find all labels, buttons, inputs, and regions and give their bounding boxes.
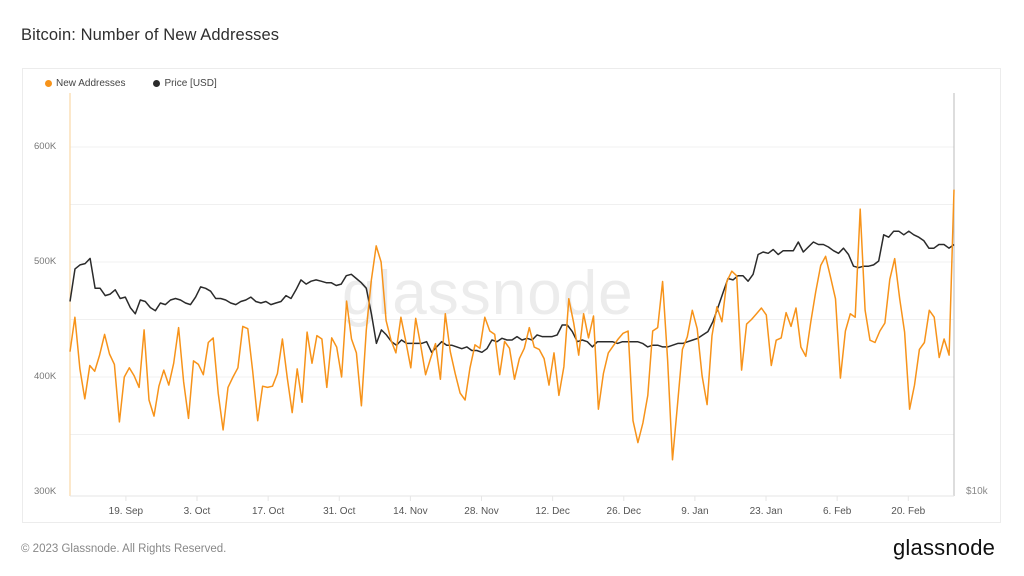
- y-tick-label: 500K: [34, 256, 57, 267]
- black-dot-icon: [153, 80, 161, 87]
- x-tick-label: 6. Feb: [822, 506, 852, 517]
- x-tick-label: 17. Oct: [252, 506, 285, 517]
- chart-legend: New Addresses Price [USD]: [45, 78, 217, 89]
- orange-dot-icon: [45, 80, 52, 87]
- right-axis-tick: $10k: [966, 486, 988, 497]
- glassnode-logo: glassnode: [893, 535, 996, 560]
- x-tick-label: 19. Sep: [108, 506, 144, 517]
- x-tick-label: 20. Feb: [891, 506, 926, 517]
- x-tick-label: 14. Nov: [393, 506, 428, 517]
- x-tick-label: 28. Nov: [464, 506, 499, 517]
- legend-label: Price [USD]: [164, 78, 217, 89]
- chart-card: [22, 68, 1001, 523]
- x-tick-label: 3. Oct: [183, 506, 211, 517]
- x-tick-label: 12. Dec: [535, 506, 570, 517]
- copyright-footer: © 2023 Glassnode. All Rights Reserved.: [21, 543, 227, 555]
- y-tick-label: 300K: [34, 486, 57, 497]
- x-tick-label: 23. Jan: [749, 506, 783, 517]
- x-tick-label: 9. Jan: [681, 506, 709, 517]
- new-addresses-series-line: [69, 189, 955, 461]
- y-tick-label: 600K: [34, 141, 57, 152]
- page-title: Bitcoin: Number of New Addresses: [21, 26, 280, 44]
- legend-label: New Addresses: [56, 78, 126, 89]
- legend-item-price[interactable]: Price [USD]: [153, 78, 217, 89]
- x-tick-label: 26. Dec: [606, 506, 641, 517]
- gridlines: [70, 146, 954, 501]
- price-series-line: [69, 230, 955, 354]
- x-tick-label: 31. Oct: [323, 506, 356, 517]
- y-tick-label: 400K: [34, 371, 57, 382]
- legend-item-new-addresses[interactable]: New Addresses: [45, 78, 125, 89]
